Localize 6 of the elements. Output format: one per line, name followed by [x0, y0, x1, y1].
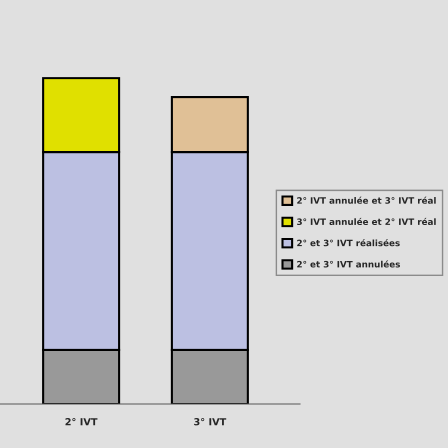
legend-label: 2° IVT annulée et 3° IVT réal	[297, 196, 436, 204]
legend-label: 2° et 3° IVT annulées	[297, 260, 400, 268]
legend-label: 2° et 3° IVT réalisées	[297, 239, 400, 246]
x-tick-label: 2° IVT	[65, 418, 98, 426]
x-tick-label: 3° IVT	[194, 418, 226, 426]
legend-label: 3° IVT annulée et 2° IVT réal	[297, 218, 436, 226]
